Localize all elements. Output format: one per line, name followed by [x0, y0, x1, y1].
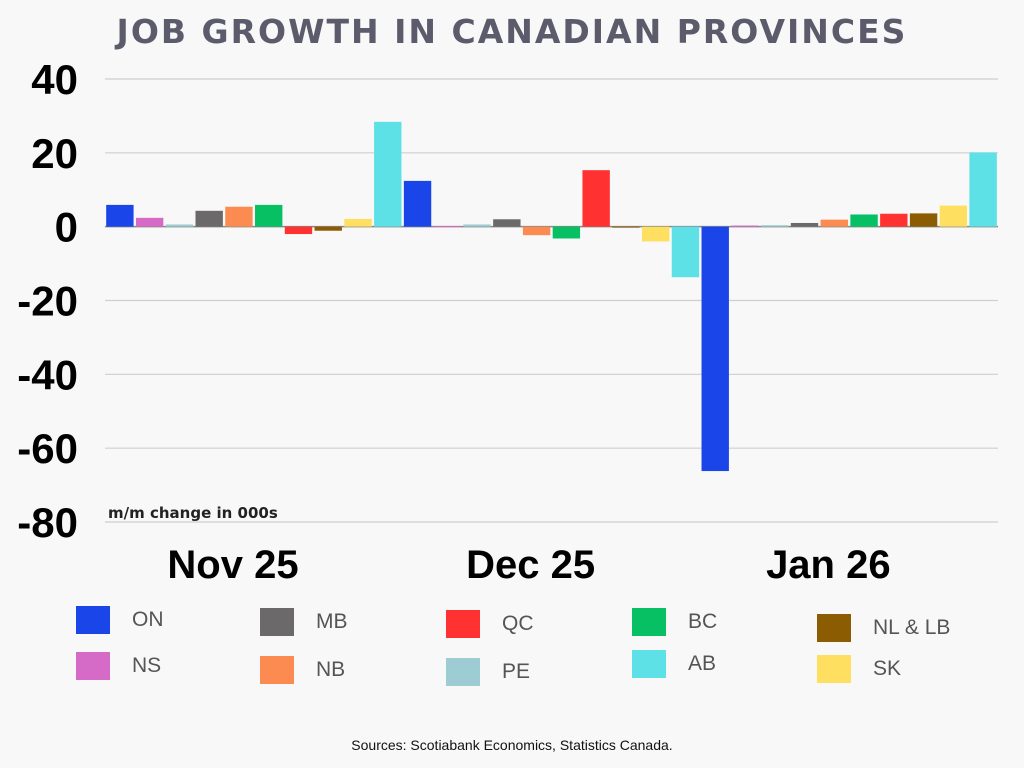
- bar-pe-1: [463, 224, 491, 227]
- y-tick-label: -20: [17, 278, 78, 325]
- bar-nb-0: [225, 206, 253, 227]
- bar-ab-2: [969, 152, 997, 227]
- bar-nl-lb-2: [909, 213, 938, 227]
- x-category-label: Nov 25: [167, 543, 298, 587]
- bar-mb-0: [195, 210, 223, 227]
- y-tick-label: 40: [31, 56, 78, 103]
- y-tick-label: -80: [17, 499, 78, 546]
- bar-mb-2: [790, 222, 819, 227]
- x-category-label: Jan 26: [766, 543, 891, 587]
- bar-sk-1: [641, 226, 670, 242]
- bar-ns-2: [731, 225, 759, 227]
- bar-qc-2: [880, 213, 908, 227]
- units-note: m/m change in 000s: [108, 504, 278, 522]
- bar-bc-1: [552, 226, 581, 239]
- bar-nb-1: [522, 226, 551, 236]
- bar-sk-2: [939, 205, 968, 227]
- bar-ns-1: [433, 225, 462, 227]
- bar-on-0: [106, 204, 134, 227]
- source-note: Sources: Scotiabank Economics, Statistic…: [351, 737, 673, 753]
- bar-pe-0: [165, 224, 194, 227]
- bar-sk-0: [344, 218, 372, 227]
- y-tick-label: 20: [31, 130, 78, 177]
- bar-on-2: [701, 226, 729, 472]
- bar-qc-1: [582, 170, 610, 227]
- bar-ns-0: [135, 217, 164, 227]
- bar-nl-lb-0: [314, 226, 342, 231]
- y-tick-label: 0: [55, 204, 78, 251]
- y-tick-label: -60: [17, 425, 78, 472]
- bar-nl-lb-1: [612, 226, 640, 228]
- bar-bc-0: [255, 204, 283, 227]
- bar-on-1: [403, 180, 432, 227]
- bar-mb-1: [493, 219, 521, 227]
- bar-ab-0: [374, 121, 402, 227]
- y-tick-label: -40: [17, 351, 78, 398]
- x-category-label: Dec 25: [466, 543, 595, 587]
- chart-title: JOB GROWTH IN CANADIAN PROVINCES: [116, 12, 908, 51]
- bar-nb-2: [820, 219, 848, 227]
- bar-qc-0: [284, 226, 313, 235]
- bar-pe-2: [761, 225, 789, 227]
- bar-bc-2: [850, 214, 878, 227]
- bar-ab-1: [671, 226, 700, 278]
